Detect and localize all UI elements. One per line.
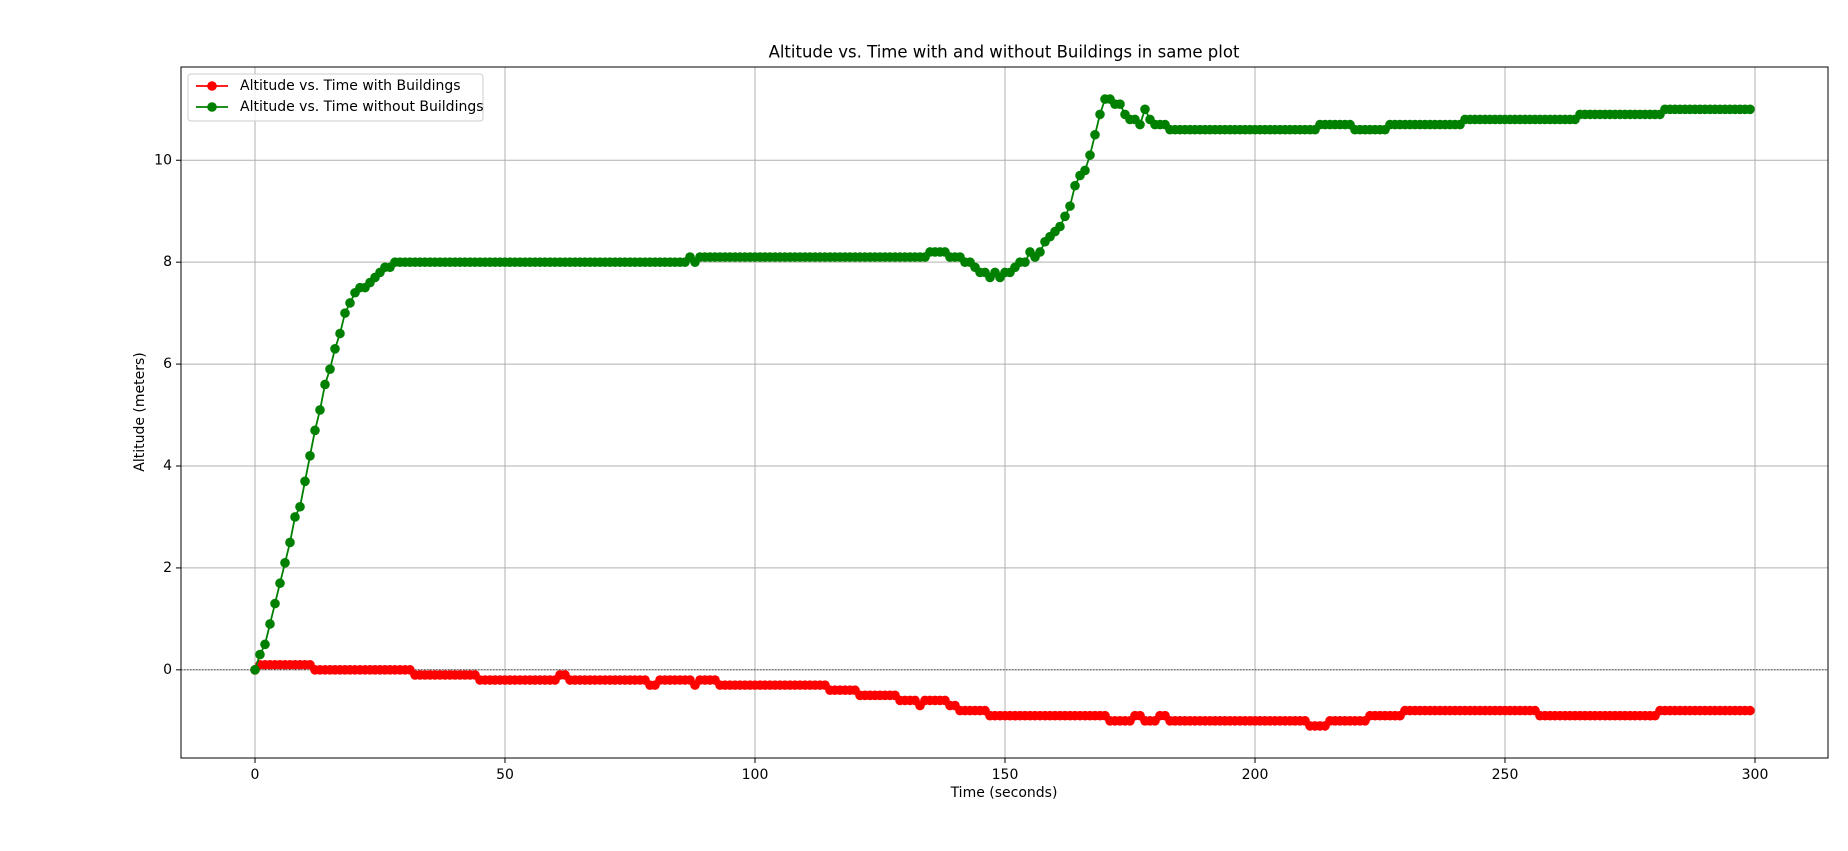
plot-frame bbox=[180, 66, 1829, 759]
data-point bbox=[1745, 104, 1755, 115]
x-tick-label: 300 bbox=[1742, 767, 1769, 783]
x-tick-label: 0 bbox=[251, 767, 260, 783]
data-point bbox=[1095, 109, 1105, 120]
data-point bbox=[1060, 211, 1070, 222]
y-tick-label: 0 bbox=[163, 662, 172, 678]
data-point bbox=[310, 425, 320, 436]
data-point bbox=[1090, 129, 1100, 140]
data-point bbox=[275, 578, 285, 589]
data-point bbox=[270, 598, 280, 609]
y-axis-label: Altitude (meters) bbox=[132, 352, 148, 472]
data-point bbox=[295, 501, 305, 512]
y-tick-label: 8 bbox=[163, 254, 172, 270]
data-point bbox=[260, 639, 270, 650]
data-point bbox=[1070, 180, 1080, 191]
data-point bbox=[1745, 705, 1755, 716]
data-point bbox=[320, 379, 330, 390]
data-point bbox=[250, 665, 260, 675]
data-point bbox=[280, 558, 290, 568]
data-point bbox=[1035, 247, 1045, 257]
data-point bbox=[335, 328, 345, 339]
legend-marker bbox=[207, 102, 217, 112]
x-axis-label: Time (seconds) bbox=[950, 785, 1058, 801]
legend-box bbox=[187, 73, 484, 122]
data-point bbox=[305, 451, 315, 461]
legend-marker bbox=[207, 81, 217, 91]
data-point bbox=[1080, 165, 1090, 176]
data-point bbox=[325, 364, 335, 374]
legend-label: Altitude vs. Time without Buildings bbox=[240, 99, 484, 115]
y-tick-label: 10 bbox=[154, 152, 172, 168]
data-point bbox=[345, 298, 355, 308]
y-tick-label: 4 bbox=[163, 458, 172, 474]
data-point bbox=[265, 619, 275, 629]
y-tick-label: 2 bbox=[163, 560, 172, 576]
data-point bbox=[285, 537, 295, 548]
data-point bbox=[290, 512, 300, 522]
x-tick-label: 200 bbox=[1242, 767, 1269, 783]
data-point bbox=[300, 476, 310, 487]
legend-label: Altitude vs. Time with Buildings bbox=[240, 78, 461, 94]
x-tick-label: 50 bbox=[496, 767, 514, 783]
x-tick-label: 100 bbox=[742, 767, 769, 783]
data-point bbox=[1135, 119, 1145, 130]
data-point bbox=[330, 344, 340, 354]
data-point bbox=[315, 405, 325, 415]
data-point bbox=[340, 308, 350, 318]
data-point bbox=[1140, 104, 1150, 115]
x-tick-label: 150 bbox=[992, 767, 1019, 783]
series-line bbox=[254, 98, 1750, 671]
data-point bbox=[255, 649, 265, 660]
chart-title: Altitude vs. Time with and without Build… bbox=[769, 43, 1240, 62]
data-point bbox=[1115, 99, 1125, 109]
data-point bbox=[1055, 221, 1065, 232]
data-point bbox=[1065, 201, 1075, 211]
data-point bbox=[1020, 257, 1030, 267]
y-tick-label: 6 bbox=[163, 356, 172, 372]
data-point bbox=[1085, 150, 1095, 160]
x-tick-label: 250 bbox=[1492, 767, 1519, 783]
